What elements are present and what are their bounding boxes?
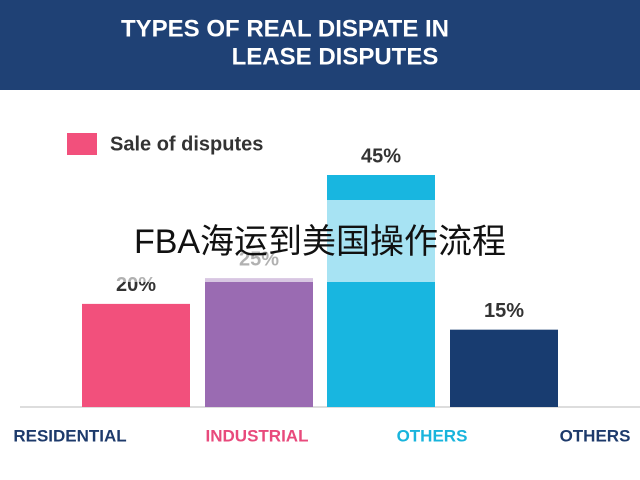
header-band — [0, 0, 640, 90]
value-label: 15% — [484, 300, 524, 322]
bar — [82, 303, 190, 407]
bar — [450, 329, 558, 407]
x-tick-label: RESIDENTIAL — [13, 426, 126, 445]
bar — [205, 278, 313, 407]
x-tick-label: INDUSTRIAL — [206, 426, 309, 445]
legend-swatch — [67, 133, 97, 155]
chart-title: TYPES OF REAL DISPATE IN — [121, 15, 449, 42]
overlay-band — [0, 200, 640, 282]
chart-title: LEASE DISPUTES — [232, 43, 439, 70]
legend-label: Sale of disputes — [110, 133, 263, 155]
overlay-text: FBA海运到美国操作流程 — [134, 223, 506, 261]
x-tick-label: OTHERS — [560, 426, 631, 445]
x-tick-label: OTHERS — [397, 426, 468, 445]
value-label: 45% — [361, 145, 401, 167]
